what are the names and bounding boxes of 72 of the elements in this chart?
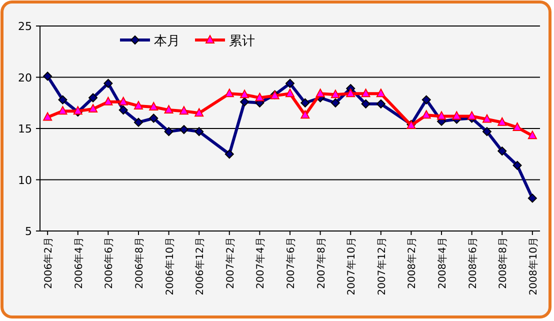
point [58, 106, 68, 115]
x-tick-label: 2008年6月 [466, 237, 479, 289]
point [376, 88, 386, 98]
y-tick-label: 5 [25, 225, 32, 238]
x-tick-label: 2006年6月 [103, 237, 116, 289]
point [255, 92, 264, 102]
point [134, 100, 143, 110]
x-tick-label: 2007年10月 [346, 237, 358, 296]
x-tick-label: 2006年4月 [72, 237, 85, 289]
point [300, 98, 310, 108]
point [452, 111, 462, 120]
x-tick-label: 2006年2月 [42, 237, 55, 289]
point [482, 127, 492, 136]
point [346, 88, 356, 98]
point [43, 72, 52, 81]
y-tick-label: 15 [18, 122, 32, 136]
point [376, 99, 386, 108]
x-tick-label: 2006年12月 [194, 237, 206, 296]
point [164, 105, 174, 114]
point [240, 90, 250, 98]
point [134, 118, 143, 127]
point [528, 130, 537, 140]
point [361, 88, 370, 98]
point [118, 96, 128, 106]
x-tick-label: 2006年8月 [133, 237, 146, 289]
point [104, 78, 113, 88]
point [240, 97, 250, 106]
x-tick-label: 2008年4月 [436, 237, 449, 289]
point [512, 160, 522, 170]
point [498, 117, 507, 126]
point [58, 95, 68, 104]
x-tick-label: 2008年2月 [406, 237, 418, 289]
x-tick-label: 2007年2月 [224, 237, 236, 289]
point [194, 108, 204, 117]
x-tick-label: 2008年10月 [527, 237, 540, 296]
point [467, 111, 476, 120]
point [330, 90, 340, 98]
point [118, 106, 128, 115]
point [498, 146, 507, 156]
point [286, 88, 294, 98]
legend-label: 累计 [229, 34, 255, 49]
point [149, 102, 158, 110]
x-tick-label: 2007年6月 [285, 237, 297, 289]
point [437, 111, 446, 120]
point [43, 112, 52, 121]
point [330, 98, 340, 108]
point [164, 127, 174, 136]
x-tick-label: 2007年8月 [315, 237, 328, 289]
y-tick-label: 10 [18, 174, 32, 187]
x-tick-label: 2006年10月 [164, 237, 176, 296]
point [512, 122, 522, 131]
y-tick-label: 25 [18, 20, 32, 33]
point [300, 110, 310, 119]
point [286, 78, 294, 88]
y-tick-label: 20 [18, 71, 32, 84]
point [179, 106, 188, 115]
point [179, 125, 188, 134]
point [224, 150, 234, 159]
point [316, 88, 325, 98]
point [88, 93, 98, 102]
x-tick-label: 2008年8月 [497, 237, 510, 289]
x-tick-label: 2007年12月 [376, 237, 388, 296]
point [482, 114, 492, 123]
point [528, 194, 537, 203]
point [104, 96, 113, 106]
point [361, 99, 370, 108]
x-tick-label: 2007年4月 [254, 237, 267, 289]
legend-label: 本月 [154, 34, 180, 49]
point [149, 114, 158, 123]
point [194, 127, 204, 136]
point [88, 104, 98, 113]
point [422, 95, 431, 104]
